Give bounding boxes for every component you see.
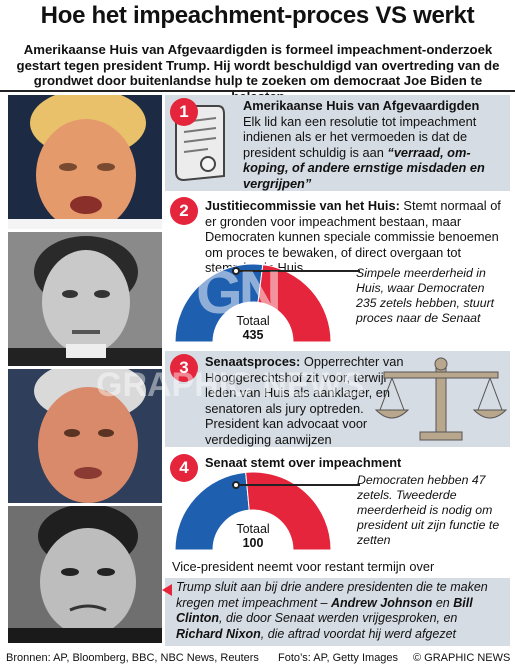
house-total-label: Totaal (236, 314, 270, 328)
closing-text: Trump sluit aan bij drie andere presiden… (176, 580, 506, 642)
closing-part-4: , die aftrad voordat hij werd afgezet (260, 626, 457, 641)
footer-copyright: © GRAPHIC NEWS (413, 652, 511, 664)
senate-total-label: Totaal (236, 522, 270, 536)
step-2-heading: Justitiecommissie van het Huis: (205, 198, 400, 213)
step-2-note: Simpele meerderheid in Huis, waar Democr… (356, 266, 495, 325)
step-4-note: Democraten hebben 47 zetels. Tweederde m… (357, 473, 500, 547)
step-4-footer-line: Vice-president neemt voor restant termij… (172, 559, 435, 574)
footer-sources: Bronnen: AP, Bloomberg, BBC, NBC News, R… (6, 652, 259, 664)
president-photos (8, 95, 162, 643)
step-2-badge: 2 (170, 197, 198, 225)
house-total-value: 435 (242, 328, 264, 342)
step-1-body: Elk lid kan een resolutie tot impeachmen… (243, 113, 477, 160)
scales-of-justice-icon (374, 352, 508, 446)
step-3-panel (165, 351, 510, 447)
photo-trump (8, 95, 162, 229)
step-4-heading: Senaat stemt over impeachment (205, 455, 402, 470)
step-3-body: Opperrechter van Hooggerechtshof zit voo… (205, 354, 404, 447)
step-1-text: Amerikaanse Huis van Afgevaardigden Elk … (243, 98, 505, 191)
senate-seat-chart: Totaal 100 (172, 468, 334, 558)
senate-pointer-line (236, 484, 360, 486)
closing-part-1: Trump sluit aan bij drie andere presiden… (176, 580, 488, 610)
closing-name-johnson: Andrew Johnson (330, 595, 433, 610)
senate-republican-seats (245, 471, 332, 551)
step-4-heading-wrap: Senaat stemt over impeachment (205, 455, 505, 471)
house-democrat-seats (174, 263, 264, 343)
step-1-quote: “verraad, om-koping, of andere ernstige … (243, 144, 485, 191)
senate-total: Totaal 100 (172, 522, 334, 550)
step-1-heading: Amerikaanse Huis van Afgevaardigden (243, 98, 480, 113)
photo-clinton (8, 369, 162, 503)
step-3-text: Senaatsproces: Opperrechter van Hooggere… (205, 354, 405, 447)
house-semicircle (174, 263, 332, 343)
closing-name-clinton: Bill Clinton (176, 595, 473, 626)
step-4-badge: 4 (170, 454, 198, 482)
photo-johnson (8, 232, 162, 366)
senate-total-value: 100 (242, 536, 264, 550)
step-1-badge: 1 (170, 98, 198, 126)
closing-part-2: en (432, 595, 454, 610)
closing-name-nixon: Richard Nixon (176, 626, 261, 641)
footer-photos: Foto’s: AP, Getty Images (278, 652, 399, 664)
photo-nixon (8, 506, 162, 643)
house-republican-seats (257, 264, 332, 343)
step-3-badge: 3 (170, 354, 198, 382)
house-total: Totaal 435 (172, 314, 334, 342)
page-title: Hoe het impeachment-proces VS werkt (40, 2, 475, 29)
senate-semicircle (174, 471, 332, 551)
arrow-left-icon (162, 584, 172, 596)
step-3-heading: Senaatsproces: (205, 354, 301, 369)
closing-panel (165, 578, 510, 646)
closing-part-3: , die door Senaat werden vrijgesproken, … (219, 611, 458, 625)
house-seat-chart: Totaal 435 (172, 260, 334, 350)
divider (0, 90, 515, 92)
senate-pointer-dot (232, 481, 240, 489)
house-pointer-dot (232, 267, 240, 275)
house-pointer-line (236, 270, 360, 272)
step-2-text: Justitiecommissie van het Huis: Stemt no… (205, 198, 508, 276)
